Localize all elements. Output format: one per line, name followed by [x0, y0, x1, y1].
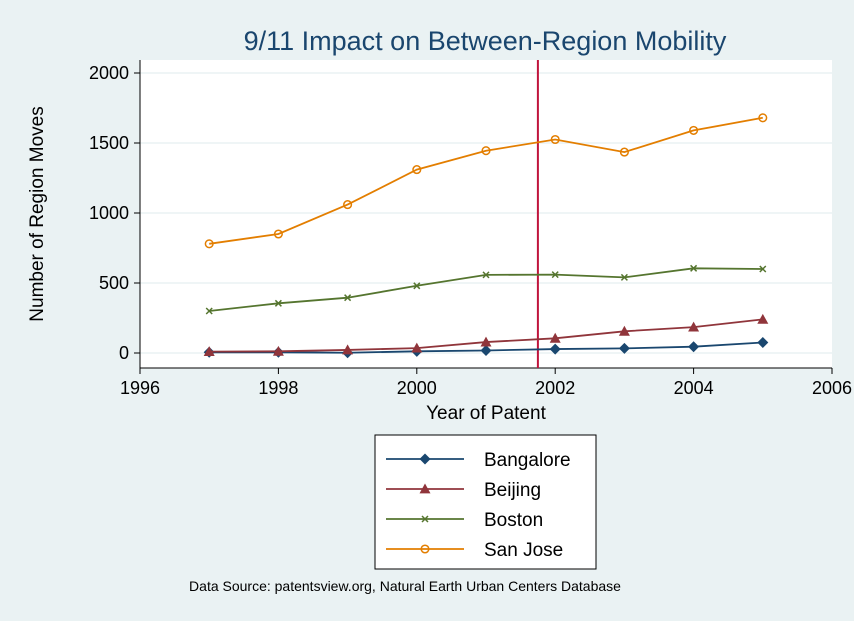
- y-tick-label-1000: 1000: [89, 203, 129, 223]
- y-axis-title: Number of Region Moves: [27, 106, 48, 321]
- point-bangalore-2005: [757, 337, 769, 348]
- point-san-jose-2001: [481, 146, 491, 156]
- chart-title: 9/11 Impact on Between-Region Mobility: [244, 26, 727, 56]
- legend: Bangalore Beijing Boston San Jose: [386, 450, 571, 561]
- data-source-note: Data Source: patentsview.org, Natural Ea…: [189, 578, 621, 594]
- x-tick-label-2004: 2004: [674, 378, 714, 398]
- axes: [139, 60, 832, 369]
- x-tick-label-2000: 2000: [397, 378, 437, 398]
- legend-marker-bangalore: [419, 453, 431, 465]
- point-beijing-2003: [618, 325, 630, 336]
- x-tick-label-1996: 1996: [120, 378, 160, 398]
- x-tick-label-2006: 2006: [812, 378, 852, 398]
- point-san-jose-2004: [689, 125, 699, 135]
- series-group: [203, 113, 769, 359]
- y-tick-label-1500: 1500: [89, 133, 129, 153]
- tick-labels: 0 500 1000 1500 2000 1996 1998 2000 2002 2004 2006: [89, 63, 852, 398]
- point-bangalore-2001: [480, 344, 492, 356]
- point-bangalore-2003: [618, 342, 630, 354]
- point-boston-2003: [620, 273, 628, 281]
- point-boston-2002: [551, 271, 559, 279]
- point-beijing-1997: [203, 346, 215, 356]
- point-boston-2005: [759, 265, 767, 273]
- x-tick-label-1998: 1998: [258, 378, 298, 398]
- y-tick-label-2000: 2000: [89, 63, 129, 83]
- point-san-jose-2003: [619, 147, 629, 157]
- point-beijing-2000: [411, 342, 423, 353]
- series-line-san-jose: [209, 116, 763, 245]
- legend-label-boston: Boston: [484, 510, 543, 531]
- point-boston-1999: [344, 294, 352, 302]
- x-axis-title: Year of Patent: [426, 403, 546, 424]
- point-beijing-2004: [688, 321, 700, 332]
- point-boston-1998: [274, 299, 282, 307]
- legend-label-beijing: Beijing: [484, 480, 541, 501]
- point-san-jose-1999: [343, 200, 353, 210]
- legend-label-san-jose: San Jose: [484, 540, 563, 561]
- legend-label-bangalore: Bangalore: [484, 450, 571, 471]
- plot-area: [140, 60, 832, 368]
- point-beijing-2002: [549, 332, 561, 343]
- point-san-jose-1997: [204, 239, 214, 249]
- point-beijing-2005: [757, 313, 769, 324]
- x-tick-label-2002: 2002: [535, 378, 575, 398]
- legend-box: [374, 434, 597, 570]
- point-boston-1997: [205, 307, 213, 315]
- point-boston-2001: [482, 271, 490, 279]
- point-boston-2004: [690, 264, 698, 272]
- point-beijing-1999: [342, 344, 354, 355]
- point-beijing-1998: [272, 345, 284, 356]
- point-beijing-2001: [480, 336, 492, 347]
- point-san-jose-2005: [758, 113, 768, 123]
- point-san-jose-2002: [550, 134, 560, 145]
- legend-marker-beijing: [419, 483, 431, 494]
- legend-marker-san-jose: [420, 544, 430, 554]
- point-bangalore-2004: [688, 341, 700, 353]
- y-tick-label-0: 0: [119, 343, 129, 363]
- point-san-jose-2000: [412, 165, 422, 175]
- point-san-jose-1998: [273, 229, 283, 239]
- point-boston-2000: [413, 282, 421, 290]
- legend-marker-boston: [421, 515, 429, 523]
- point-bangalore-2002: [549, 343, 561, 355]
- gridlines: [140, 72, 832, 354]
- y-tick-label-500: 500: [99, 273, 129, 293]
